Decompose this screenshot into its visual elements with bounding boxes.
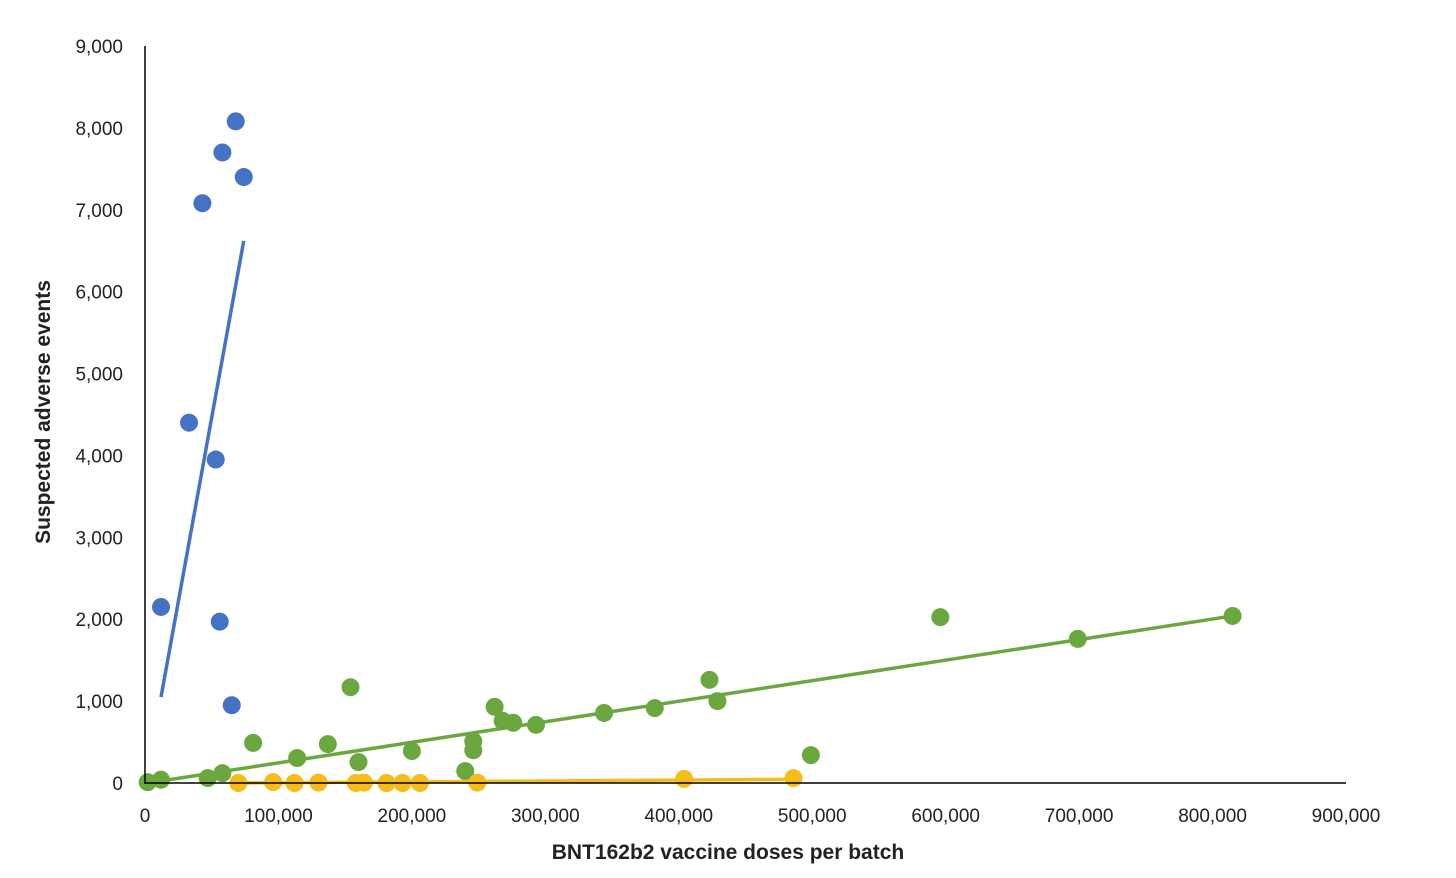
data-point xyxy=(318,735,337,754)
x-tick-label: 100,000 xyxy=(244,806,313,827)
y-tick-label: 2,000 xyxy=(75,610,123,631)
x-tick-label: 200,000 xyxy=(378,806,447,827)
data-point xyxy=(210,612,229,631)
data-point xyxy=(485,697,504,716)
x-tick-label: 900,000 xyxy=(1312,806,1381,827)
trendline-0 xyxy=(159,240,246,698)
y-tick-label: 9,000 xyxy=(75,37,123,58)
x-tick-label: 800,000 xyxy=(1178,806,1247,827)
data-point xyxy=(213,143,232,162)
trendline-1 xyxy=(147,614,1233,785)
data-point xyxy=(288,749,307,768)
y-tick-label: 1,000 xyxy=(75,692,123,713)
y-tick-label: 7,000 xyxy=(75,201,123,222)
x-tick-label: 500,000 xyxy=(778,806,847,827)
y-tick-label: 0 xyxy=(112,774,123,795)
y-tick-label: 6,000 xyxy=(75,283,123,304)
y-tick-label: 3,000 xyxy=(75,528,123,549)
data-point xyxy=(402,742,421,761)
data-point xyxy=(180,413,199,432)
x-tick-label: 0 xyxy=(140,806,151,827)
data-point xyxy=(206,450,225,469)
y-axis-label: Suspected adverse events xyxy=(32,280,55,544)
x-tick-label: 700,000 xyxy=(1045,806,1114,827)
y-tick-label: 5,000 xyxy=(75,365,123,386)
data-point xyxy=(152,597,171,616)
data-point xyxy=(456,762,475,781)
data-point xyxy=(193,194,212,213)
x-tick-label: 300,000 xyxy=(511,806,580,827)
y-tick-label: 8,000 xyxy=(75,119,123,140)
x-tick-label: 600,000 xyxy=(911,806,980,827)
data-point xyxy=(645,699,664,718)
series-0 xyxy=(152,112,253,715)
data-point xyxy=(234,168,253,187)
data-point xyxy=(801,746,820,765)
data-point xyxy=(226,112,245,131)
data-point xyxy=(931,608,950,627)
data-point xyxy=(349,753,368,772)
data-point xyxy=(464,732,483,751)
data-point xyxy=(244,733,263,752)
y-tick-label: 4,000 xyxy=(75,446,123,467)
data-point xyxy=(700,670,719,689)
data-point xyxy=(341,678,360,697)
x-axis-label: BNT162b2 vaccine doses per batch xyxy=(552,841,904,864)
data-point xyxy=(222,696,241,715)
x-tick-label: 400,000 xyxy=(644,806,713,827)
